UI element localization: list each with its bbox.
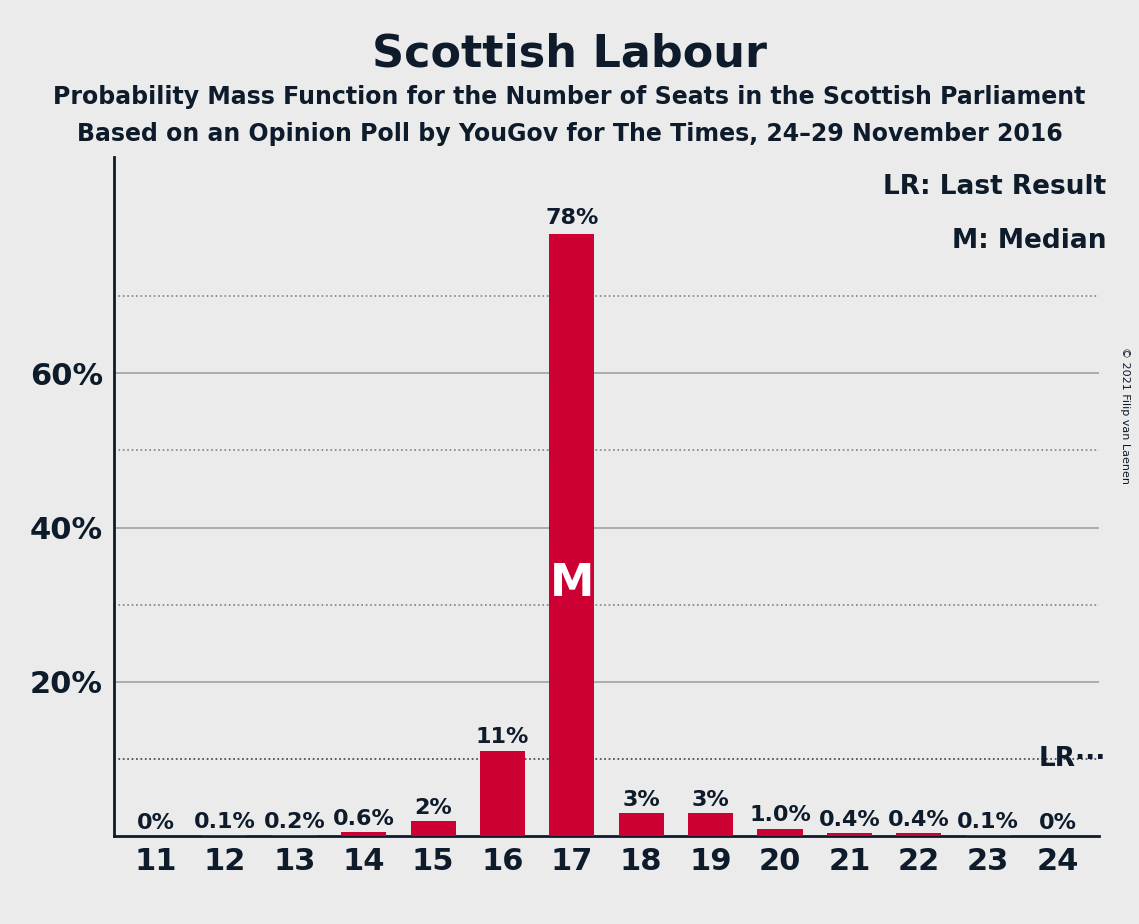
Bar [757,829,803,836]
Text: 0.4%: 0.4% [888,810,950,830]
Bar [480,751,525,836]
Text: M: Median: M: Median [951,228,1106,254]
Bar [618,813,664,836]
Bar [341,832,386,836]
Text: 0%: 0% [1039,813,1076,833]
Text: 78%: 78% [546,208,598,228]
Text: LR: Last Result: LR: Last Result [883,174,1106,201]
Text: 0.1%: 0.1% [957,812,1019,833]
Text: 3%: 3% [622,790,661,810]
Text: © 2021 Filip van Laenen: © 2021 Filip van Laenen [1121,347,1130,484]
Bar [410,821,456,836]
Text: 0%: 0% [137,813,174,833]
Text: 1.0%: 1.0% [749,806,811,825]
Text: 0.4%: 0.4% [819,810,880,830]
Text: 3%: 3% [691,790,729,810]
Bar [549,235,595,836]
Text: Scottish Labour: Scottish Labour [372,32,767,76]
Bar [827,833,872,836]
Text: 11%: 11% [476,726,530,747]
Bar [272,834,317,836]
Text: M: M [550,562,595,605]
Text: 2%: 2% [415,797,452,818]
Text: 0.2%: 0.2% [263,811,325,832]
Text: Probability Mass Function for the Number of Seats in the Scottish Parliament: Probability Mass Function for the Number… [54,85,1085,109]
Bar [896,833,941,836]
Bar [688,813,734,836]
Text: 0.1%: 0.1% [194,812,256,833]
Text: 0.6%: 0.6% [333,808,394,829]
Text: LR···: LR··· [1039,746,1106,772]
Text: Based on an Opinion Poll by YouGov for The Times, 24–29 November 2016: Based on an Opinion Poll by YouGov for T… [76,122,1063,146]
